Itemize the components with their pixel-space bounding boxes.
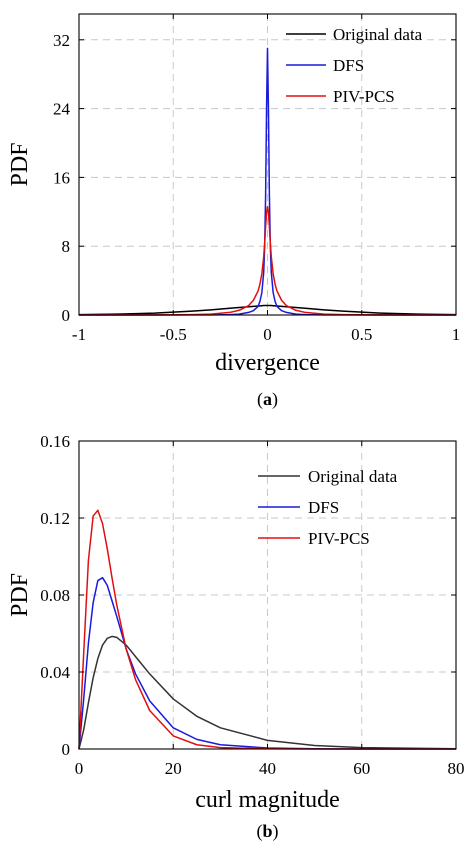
panel-a-legend-label: Original data: [333, 25, 423, 44]
panel-b-axes-box: [78, 440, 457, 750]
panel-b-panel-label: (b): [256, 821, 278, 842]
panel-a-y-tick-label: 0: [62, 306, 71, 325]
panel-a-series-line-dfs: [79, 47, 456, 316]
panel-a-x-tick-label: 0: [263, 325, 272, 344]
panel-a-series-line-piv-pcs: [78, 205, 457, 316]
panel-b-legend-label: PIV-PCS: [308, 529, 370, 548]
panel-b-legend-label: DFS: [308, 498, 339, 517]
panel-b-x-axis-label: curl magnitude: [195, 787, 340, 813]
panel-a-y-tick-label: 16: [53, 168, 70, 187]
panel-b-y-tick-label: 0.16: [40, 432, 70, 451]
panel-a-y-tick-label: 8: [62, 237, 71, 256]
panel-a-y-tick-label: 32: [53, 31, 70, 50]
panel-b-legend-label: Original data: [308, 467, 398, 486]
panel-b-series-line-piv-pcs: [78, 509, 456, 750]
panel-a-legend-label: DFS: [333, 56, 364, 75]
panel-a-legend-label: PIV-PCS: [333, 87, 395, 106]
panel-a-panel-label: (a): [257, 389, 278, 410]
panel-a-x-tick-label: 0.5: [351, 325, 372, 344]
panel-b-x-tick-label: 20: [165, 759, 182, 778]
panel-a-series-line-original-data: [78, 304, 457, 316]
panel-a-x-tick-label: 1: [452, 325, 461, 344]
panel-a-y-tick-label: 24: [53, 100, 71, 119]
panel-a-x-tick-label: -1: [72, 325, 86, 344]
panel-b-x-tick-label: 60: [353, 759, 370, 778]
panel-b-x-tick-label: 80: [448, 759, 465, 778]
panel-b-x-tick-label: 0: [75, 759, 84, 778]
panel-a-y-axis-label: PDF: [7, 142, 33, 186]
panel-b-y-tick-label: 0.08: [40, 586, 70, 605]
panel-b-series-line-original-data: [78, 635, 457, 750]
panel-b-y-tick-label: 0: [62, 740, 71, 759]
panel-b-y-tick-label: 0.12: [40, 509, 70, 528]
panel-b-x-tick-label: 40: [259, 759, 276, 778]
panel-b-y-axis-label: PDF: [7, 573, 33, 617]
panel-b-y-tick-label: 0.04: [40, 663, 70, 682]
panel-a-x-tick-label: -0.5: [160, 325, 187, 344]
panel-a-x-axis-label: divergence: [215, 350, 320, 376]
